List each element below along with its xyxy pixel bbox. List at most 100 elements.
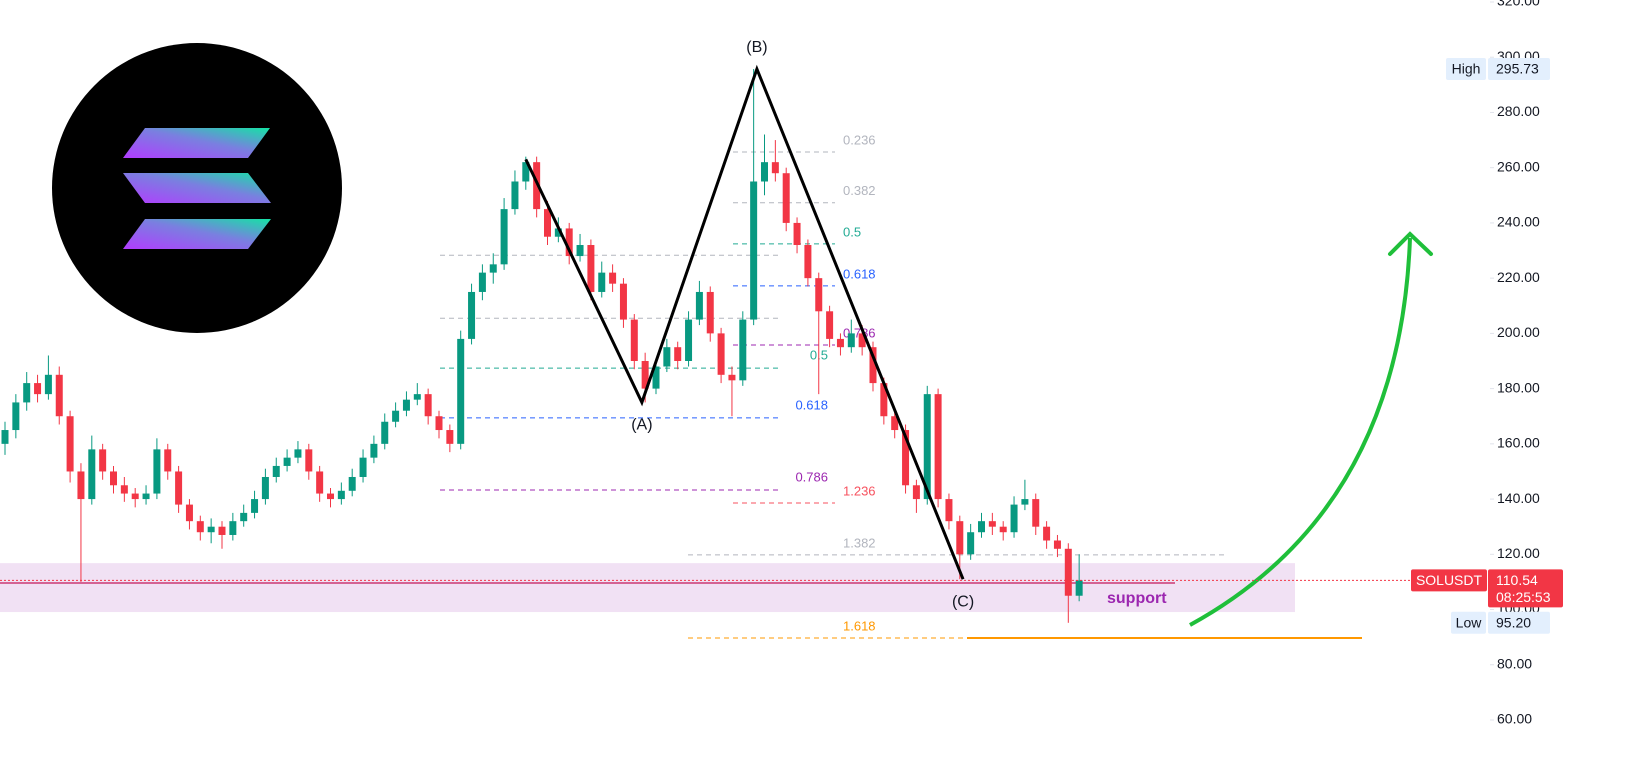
last-price-box [1488,569,1563,608]
candle-body [500,209,508,265]
candle-body [283,457,291,466]
y-tick-label: 120.00 [1497,545,1540,561]
candle-body [131,493,139,500]
countdown: 08:25:53 [1496,589,1551,605]
fib-label: 0.382 [843,183,876,198]
candle-body [1075,580,1083,596]
candle-body [619,283,627,320]
candle-body [836,338,844,348]
candle-body [609,272,617,284]
candle-body [446,430,454,444]
fib-label: 1.618 [843,618,876,633]
candle-body [728,374,736,381]
candle-body [1053,540,1061,549]
candle-body [826,311,834,339]
candle-body [1010,504,1018,533]
candle-body [392,410,400,422]
y-tick-label: 140.00 [1497,490,1540,506]
candle-body [934,394,942,500]
candle-body [337,490,345,500]
candle-body [522,162,530,182]
candle-body [793,222,801,246]
candle-body [478,272,486,292]
logo-bar [123,219,271,249]
candle-body [99,449,107,472]
fib-label: 0.618 [795,397,828,412]
candle-body [120,485,128,494]
candle-body [34,383,42,395]
solana-logo [52,43,342,333]
low-tag-label: Low [1456,615,1483,631]
wave-line [524,64,965,580]
candle-body [240,512,248,522]
candle-body [967,532,975,555]
fib-label: 0.5 [843,224,861,239]
candle-body [891,416,899,431]
candle-body [565,228,573,257]
candle-body [468,291,476,339]
candle-body [457,338,465,444]
candle-body [207,526,215,533]
y-tick-label: 60.00 [1497,711,1532,727]
candle-body [999,526,1007,533]
candle-body [923,394,931,500]
candle-body [554,228,562,237]
candle-body [272,465,280,477]
y-tick-label: 80.00 [1497,655,1532,671]
candle-body [750,181,758,320]
candle-body [641,360,649,389]
candle-body [685,319,693,361]
candle-body [1,430,9,444]
y-tick-label: 160.00 [1497,435,1540,451]
fib-label: 0.618 [843,266,876,281]
candle-body [739,319,747,381]
candle-body [218,526,226,535]
logo-bar [123,173,271,203]
candle-body [110,471,117,486]
candle-body [761,162,768,182]
candle-body [381,421,389,444]
candle-body [402,399,410,411]
low-value: 95.20 [1496,615,1531,631]
y-tick-label: 240.00 [1497,214,1540,230]
candle-body [142,493,150,500]
high-value: 295.73 [1496,61,1539,77]
candle-body [1043,526,1051,541]
candle-body [652,366,660,389]
candle-body [229,521,237,535]
high-value-box [1488,58,1550,81]
candle-body [511,181,519,210]
candle-body [587,245,595,292]
symbol-tag [1411,569,1487,592]
candle-body [869,347,877,384]
wave-label: (C) [952,593,974,610]
candle-body [804,245,812,279]
candle-body [23,383,31,403]
candle-body [978,521,985,533]
candle-body [185,504,193,522]
candle-body [196,521,204,533]
candle-body [44,374,52,395]
candle-body [348,476,356,491]
candle-body [717,333,725,375]
candle-body [77,471,85,500]
candle-body [782,173,790,223]
y-tick-label: 180.00 [1497,379,1540,395]
candle-body [598,272,606,292]
candle-body [706,291,714,334]
candle-body [533,162,541,210]
candle-body [175,471,183,505]
candle-body [988,521,996,527]
candle-body [327,493,334,500]
candle-body [305,449,313,472]
candle-body [164,449,172,472]
candle-body [359,457,367,477]
low-value-box [1488,611,1550,634]
candle-body [695,291,703,320]
candle-body [847,333,855,348]
candle-body [880,383,888,417]
support-zone [0,563,1295,613]
candle-body [912,485,920,500]
support-label: support [1107,590,1167,607]
candle-body [815,278,823,312]
